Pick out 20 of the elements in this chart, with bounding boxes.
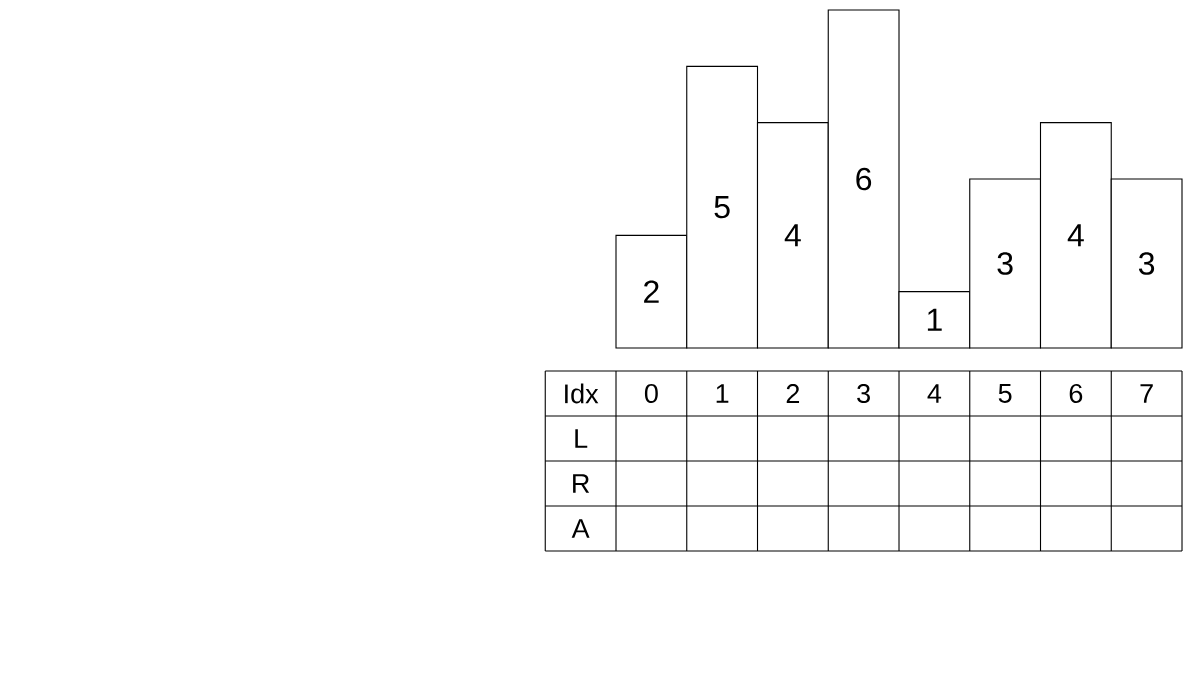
data-label: 1	[927, 308, 942, 331]
x-tick-label: 2	[786, 384, 800, 403]
data-label: 3	[1138, 252, 1155, 275]
x-tick-label: 6	[1069, 383, 1083, 404]
text: R	[573, 474, 590, 493]
data-label: 2	[644, 280, 659, 303]
data-label: 4	[784, 224, 801, 247]
data-label: 4	[1067, 224, 1084, 247]
x-tick-label: 3	[857, 383, 870, 404]
x-tick-label: 5	[998, 384, 1012, 403]
x-tick-label: 1	[716, 384, 729, 403]
x-tick-label: 4	[927, 384, 942, 403]
text: A	[571, 519, 590, 538]
x-tick-label: 7	[1140, 384, 1153, 403]
data-label: 3	[997, 252, 1013, 275]
data-label: 5	[714, 196, 730, 219]
x-tick-label: 0	[644, 383, 658, 404]
data-label: 6	[856, 167, 872, 191]
text: L	[575, 429, 588, 448]
x-axis-title: Idx	[565, 383, 599, 404]
